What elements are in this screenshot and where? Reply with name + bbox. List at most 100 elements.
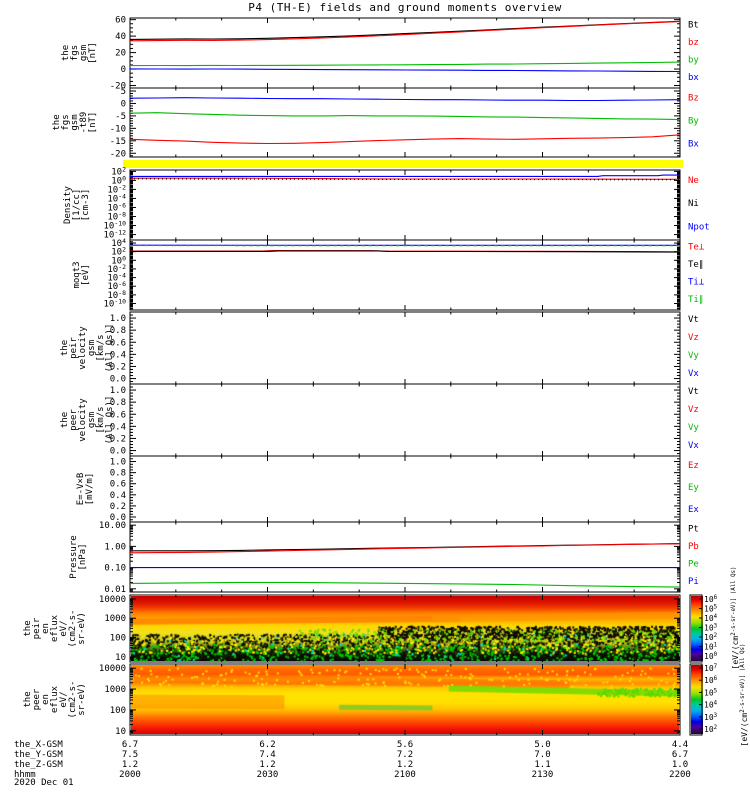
pressure-series-Pb: [129, 543, 681, 554]
peir-spec-ytick-label: 100: [110, 634, 126, 644]
fgs-gsm-axis-label: fgs: [70, 45, 80, 61]
axis-row-value: 7.0: [534, 750, 551, 760]
efield-ytick-label: 0.6: [110, 480, 126, 490]
fgs-gsm-series-Bt: [129, 20, 681, 40]
moqt3-legend-Te⊥: Te⊥: [688, 243, 705, 253]
peer-spec-axis-label: peer: [32, 688, 42, 710]
superscript: 6: [714, 676, 718, 682]
efield-axis-label: [mV/m]: [85, 473, 95, 506]
superscript: -6: [118, 280, 126, 288]
density-axis-label: [cm-3]: [81, 189, 91, 222]
fgs-gsm-t89-axis-label: [nT]: [88, 112, 98, 134]
fgs-gsm-ytick-label: 60: [115, 16, 126, 26]
fgs-gsm-legend-Bt: Bt: [688, 21, 699, 31]
axis-row-label: the_Y-GSM: [14, 750, 63, 760]
peir-velocity-axis-label: [km/s: [96, 334, 106, 361]
peer-spec-ytick-label: 1000: [104, 685, 126, 695]
superscript: 6: [714, 595, 718, 601]
axis-row-value: 6.7: [671, 750, 689, 760]
efield-ytick-label: 0.4: [110, 491, 126, 501]
peer-spec-canvas: [131, 665, 679, 734]
axis-row-hhmm: hhmm 2000 2030 2100 2130 2200: [0, 770, 750, 780]
superscript: -10: [114, 298, 126, 306]
superscript: 5: [714, 605, 717, 611]
fgs-gsm-legend-bz: bz: [688, 38, 699, 48]
peer-spec-frame: [129, 663, 681, 736]
density-axis-label: [1/cc]: [72, 189, 82, 222]
peir-spec-axis-label: en: [41, 623, 51, 634]
axis-row-value: 6.7: [121, 740, 139, 750]
colorbar-tick-label: 103: [704, 624, 718, 633]
colorbar-unit-label: [eV/(cm2-s-sr-eV)] (All Qs): [740, 644, 749, 747]
superscript: -6: [118, 201, 126, 209]
fgs-gsm-legend-by: by: [688, 56, 699, 66]
peir-velocity-axis-label: velocity: [78, 326, 88, 370]
fgs-gsm-t89-ytick-label: -15: [110, 137, 126, 147]
peir-spec-axis-label: eflux: [50, 614, 60, 642]
fgs-gsm-legend-bx: bx: [688, 73, 699, 83]
colorbar-tick-label: 102: [704, 633, 717, 642]
moqt3-legend-Te∥: Te∥: [688, 260, 703, 270]
moqt3-legend-Ti⊥: Ti⊥: [688, 278, 705, 288]
superscript: -12: [114, 229, 126, 237]
superscript: 3: [714, 624, 718, 630]
fgs-gsm-t89-series-Bx: [129, 97, 681, 102]
pressure-legend-Pt: Pt: [688, 525, 699, 535]
moqt3-ytick-label: 10-10: [103, 298, 126, 310]
flag-bar: [123, 160, 683, 168]
superscript: 4: [714, 701, 718, 707]
peer-velocity-ytick-label: 0.0: [110, 447, 126, 457]
pressure-legend-Pb: Pb: [688, 542, 699, 552]
pressure-axis-label: [nPa]: [78, 543, 88, 570]
colorbar-frame-1: [689, 663, 703, 736]
efield-ytick-label: 0.2: [110, 502, 126, 512]
axis-row-value: 1.0: [671, 760, 689, 770]
efield-ytick-label: 0.8: [110, 469, 126, 479]
axis-row-value: 4.4: [671, 740, 689, 750]
peir-spec-canvas: [131, 596, 679, 661]
peir-velocity-legend-Vx: Vx: [688, 369, 699, 379]
peer-spec-axis-label: sr-eV): [77, 683, 87, 716]
peir-spec-axis-label: the: [23, 620, 33, 636]
axis-row-the_X-GSM: the_X-GSM 6.7 6.2 5.6 5.0 4.4: [0, 740, 750, 750]
colorbar-tick-label: 106: [704, 595, 718, 604]
density-legend-Npot: Npot: [688, 223, 710, 233]
moqt3-series-Te-para: [130, 250, 681, 253]
superscript: 7: [714, 664, 718, 670]
fgs-gsm-series-bx: [129, 68, 681, 73]
peir-spec-axis-label: (cm2-s-: [68, 610, 78, 648]
fgs-gsm-t89-legend-Bx: Bx: [688, 140, 699, 150]
fgs-gsm-t89-axis-label: fgs: [61, 114, 71, 130]
colorbar-tick-label: 100: [704, 652, 718, 661]
moqt3-legend-Ti∥: Ti∥: [688, 295, 703, 305]
density-axis-label: Density: [63, 185, 73, 224]
efield-axis-label: E=-V×B: [76, 473, 86, 506]
moqt3-frame: [129, 239, 681, 311]
colorbar-0: [691, 596, 703, 661]
axis-row-value: 1.2: [259, 760, 276, 770]
fgs-gsm-t89-ytick-label: -5: [115, 112, 126, 122]
axis-row-value: 1.1: [534, 760, 551, 770]
peer-velocity-ytick-label: 0.4: [110, 422, 126, 432]
density-series-Ne: [130, 177, 681, 180]
peir-velocity-legend-Vz: Vz: [688, 333, 699, 343]
peer-velocity-ytick-label: 0.2: [110, 434, 126, 444]
peer-velocity-frame: [129, 383, 681, 457]
axis-row-value: 7.5: [121, 750, 139, 760]
fgs-gsm-series-by: [129, 61, 681, 67]
peer-velocity-axis-label: velocity: [78, 398, 88, 442]
fgs-gsm-frame: [129, 17, 681, 89]
axis-row-value: 2030: [256, 770, 279, 780]
superscript: 0: [122, 254, 126, 262]
axis-row-label: the_X-GSM: [14, 740, 63, 750]
superscript: 3: [714, 713, 718, 719]
fgs-gsm-series-bz: [129, 21, 681, 42]
peir-spec-axis-label: peir: [32, 617, 42, 639]
axis-row-the_Z-GSM: the_Z-GSM 1.2 1.2 1.2 1.1 1.0: [0, 760, 750, 770]
axis-row-value: 7.4: [259, 750, 276, 760]
efield-legend-Ez: Ez: [688, 461, 699, 471]
superscript: 4: [714, 614, 718, 620]
efield-ytick-label: 1.0: [110, 458, 126, 468]
peer-velocity-ytick-label: 0.8: [110, 398, 126, 408]
